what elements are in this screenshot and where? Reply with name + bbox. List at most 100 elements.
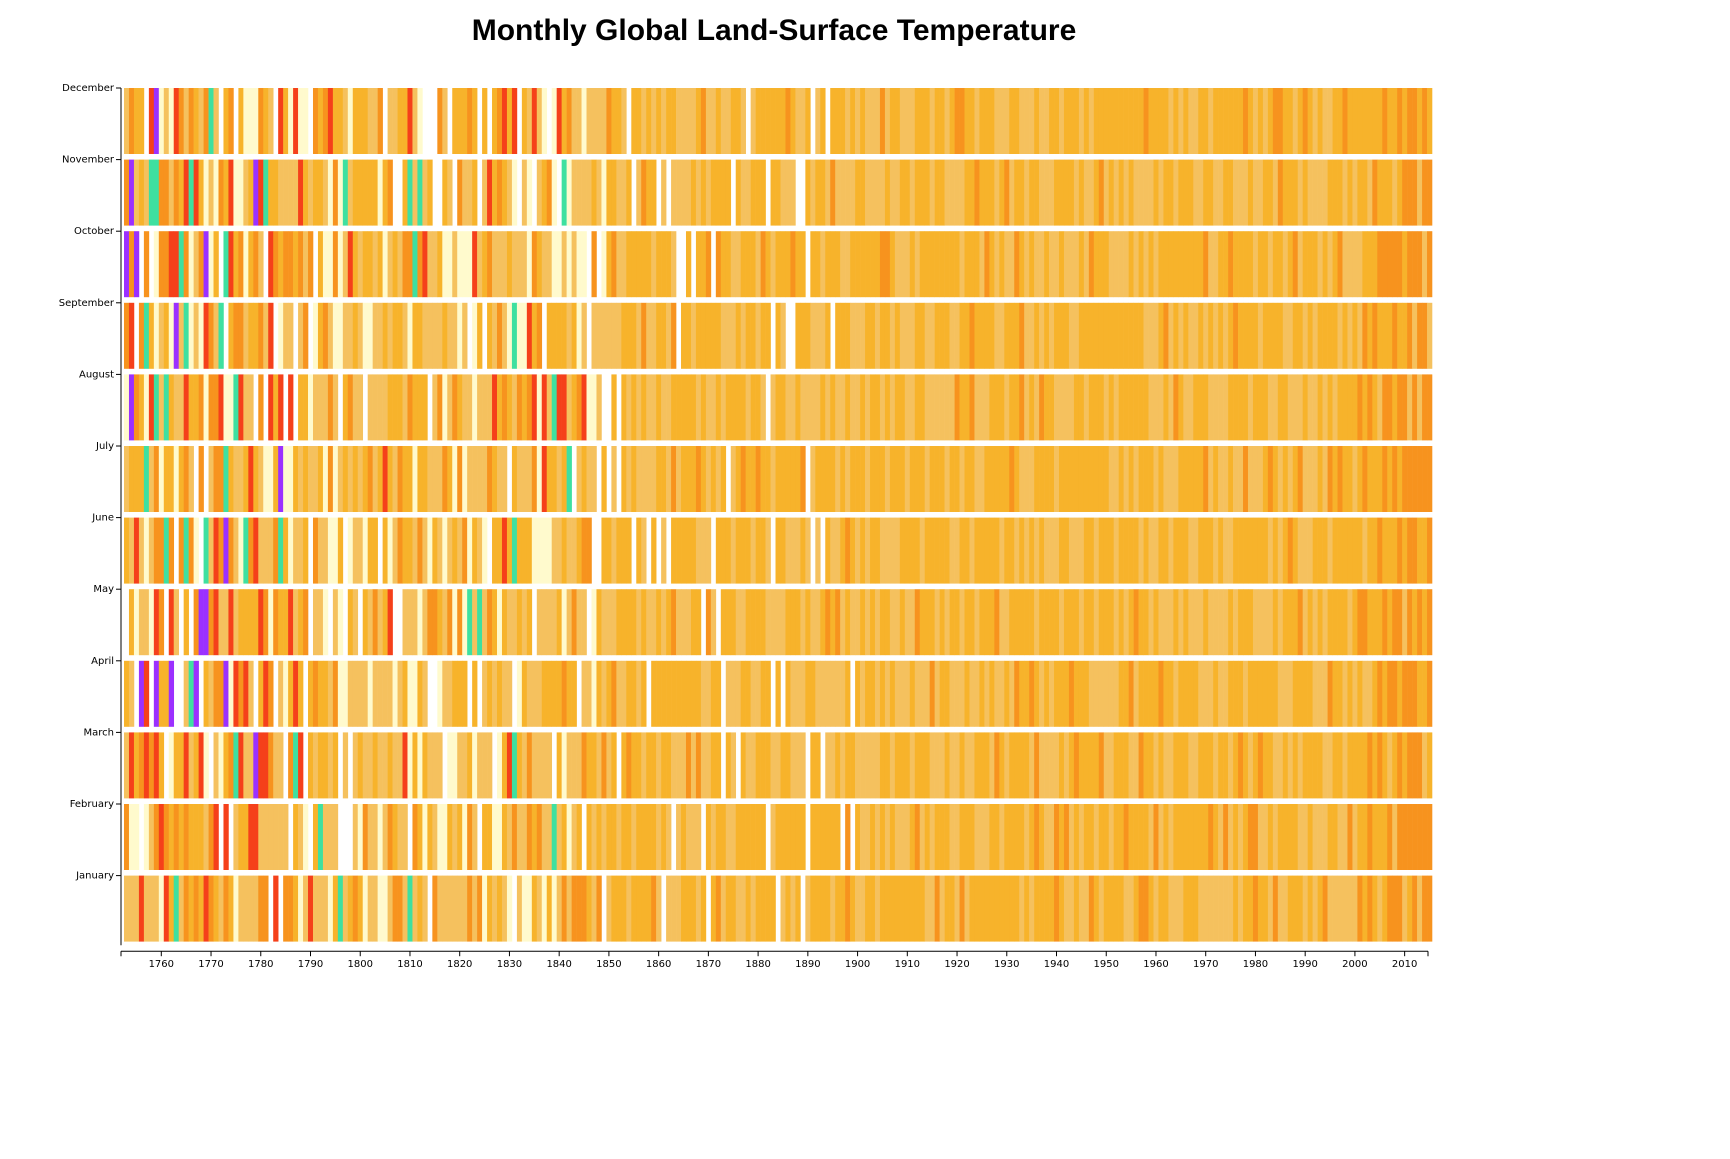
heatmap-cells: [124, 88, 1433, 942]
heatmap-cell: [1233, 159, 1239, 226]
heatmap-cell: [1153, 231, 1159, 298]
heatmap-cell: [1233, 875, 1239, 942]
heatmap-cell: [377, 660, 383, 727]
heatmap-cell: [676, 517, 682, 584]
heatmap-cell: [750, 875, 756, 942]
heatmap-cell: [178, 374, 184, 441]
heatmap-cell: [138, 88, 145, 154]
heatmap-cell: [1218, 374, 1224, 441]
heatmap-cell: [1188, 732, 1194, 799]
heatmap-cell: [969, 446, 975, 512]
heatmap-cell: [1228, 660, 1234, 727]
heatmap-cell: [1113, 660, 1119, 727]
heatmap-cell: [989, 159, 995, 226]
heatmap-cell: [1063, 446, 1070, 512]
heatmap-cell: [138, 302, 145, 369]
heatmap-cell: [312, 159, 319, 226]
heatmap-cell: [1223, 589, 1229, 656]
heatmap-cell: [168, 589, 175, 656]
heatmap-cell: [1183, 231, 1189, 298]
heatmap-cell: [283, 446, 289, 512]
heatmap-cell: [148, 875, 155, 942]
heatmap-cell: [646, 302, 652, 369]
heatmap-cell: [685, 589, 692, 656]
heatmap-cell: [1372, 88, 1378, 154]
heatmap-cell: [934, 875, 940, 942]
heatmap-cell: [845, 446, 851, 512]
heatmap-cell: [586, 875, 592, 942]
heatmap-cell: [621, 374, 627, 441]
heatmap-cell: [1402, 732, 1408, 799]
heatmap-cell: [546, 302, 553, 369]
heatmap-cell: [367, 589, 373, 656]
heatmap-cell: [477, 374, 483, 441]
heatmap-cell: [467, 875, 473, 942]
heatmap-cell: [1392, 732, 1398, 799]
heatmap-cell: [298, 374, 304, 441]
heatmap-cell: [288, 589, 294, 656]
heatmap-cell: [183, 732, 189, 799]
heatmap-cell: [1422, 732, 1428, 799]
heatmap-cell: [1004, 875, 1010, 942]
heatmap-cell: [671, 88, 677, 154]
heatmap-cell: [342, 374, 349, 441]
heatmap-cell: [1387, 374, 1393, 441]
heatmap-cell: [929, 589, 935, 656]
heatmap-cell: [894, 517, 901, 584]
heatmap-cell: [283, 875, 289, 942]
heatmap-cell: [223, 517, 229, 584]
heatmap-cell: [1019, 875, 1025, 942]
heatmap-cell: [750, 159, 756, 226]
heatmap-cell: [1208, 302, 1214, 369]
heatmap-cell: [143, 517, 150, 584]
heatmap-cell: [1198, 875, 1204, 942]
heatmap-cell: [452, 875, 458, 942]
heatmap-cell: [1173, 804, 1179, 870]
heatmap-cell: [924, 231, 930, 298]
heatmap-cell: [288, 875, 294, 942]
heatmap-cell: [526, 660, 533, 727]
heatmap-cell: [715, 732, 722, 799]
heatmap-cell: [432, 374, 438, 441]
heatmap-cell: [601, 446, 607, 512]
heatmap-cell: [760, 302, 766, 369]
heatmap-cell: [1019, 804, 1025, 870]
heatmap-cell: [775, 732, 781, 799]
heatmap-cell: [327, 159, 334, 226]
heatmap-cell: [894, 374, 901, 441]
heatmap-cell: [1168, 732, 1174, 799]
heatmap-cell: [506, 159, 513, 226]
heatmap-cell: [1093, 589, 1100, 656]
heatmap-cell: [576, 231, 582, 298]
heatmap-cell: [865, 159, 871, 226]
heatmap-cell: [128, 302, 135, 369]
heatmap-cell: [865, 374, 871, 441]
heatmap-cell: [506, 875, 513, 942]
y-tick-label: September: [59, 298, 115, 309]
heatmap-cell: [1078, 732, 1085, 799]
heatmap-cell: [591, 732, 597, 799]
heatmap-cell: [521, 159, 528, 226]
heatmap-cell: [322, 302, 329, 369]
heatmap-cell: [143, 589, 150, 656]
heatmap-cell: [805, 517, 811, 584]
heatmap-cell: [1034, 374, 1040, 441]
heatmap-cell: [143, 875, 150, 942]
heatmap-cell: [382, 517, 388, 584]
heatmap-cell: [725, 374, 732, 441]
heatmap-cell: [601, 517, 607, 584]
heatmap-cell: [1188, 446, 1194, 512]
heatmap-cell: [223, 804, 229, 870]
heatmap-cell: [1238, 875, 1244, 942]
heatmap-cell: [1277, 446, 1284, 512]
heatmap-cell: [636, 589, 642, 656]
heatmap-cell: [1392, 159, 1398, 226]
heatmap-cell: [1143, 446, 1149, 512]
heatmap-cell: [944, 732, 950, 799]
heatmap-cell: [1247, 517, 1254, 584]
heatmap-cell: [1213, 660, 1219, 727]
heatmap-cell: [133, 88, 140, 154]
heatmap-cell: [273, 804, 279, 870]
heatmap-cell: [1357, 446, 1363, 512]
heatmap-cell: [790, 660, 796, 727]
